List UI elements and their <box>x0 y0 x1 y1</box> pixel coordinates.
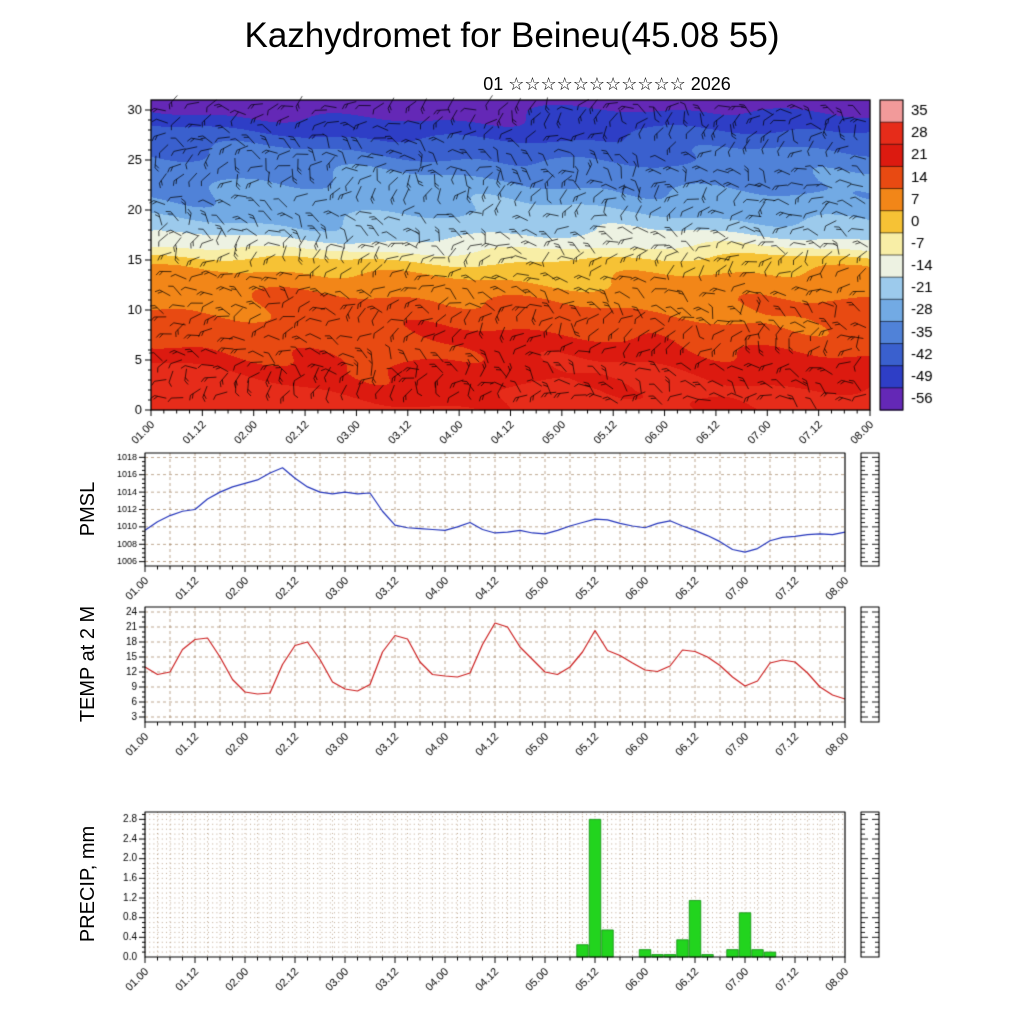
page-title: Kazhydromet for Beineu(45.08 55) <box>244 16 780 55</box>
precip-axis-label: PRECIP, mm <box>77 825 99 943</box>
temp-axis-label: TEMP at 2 M <box>77 605 99 723</box>
date-header: 01 ☆☆☆☆☆☆☆☆☆☆☆ 2026 <box>483 74 731 94</box>
